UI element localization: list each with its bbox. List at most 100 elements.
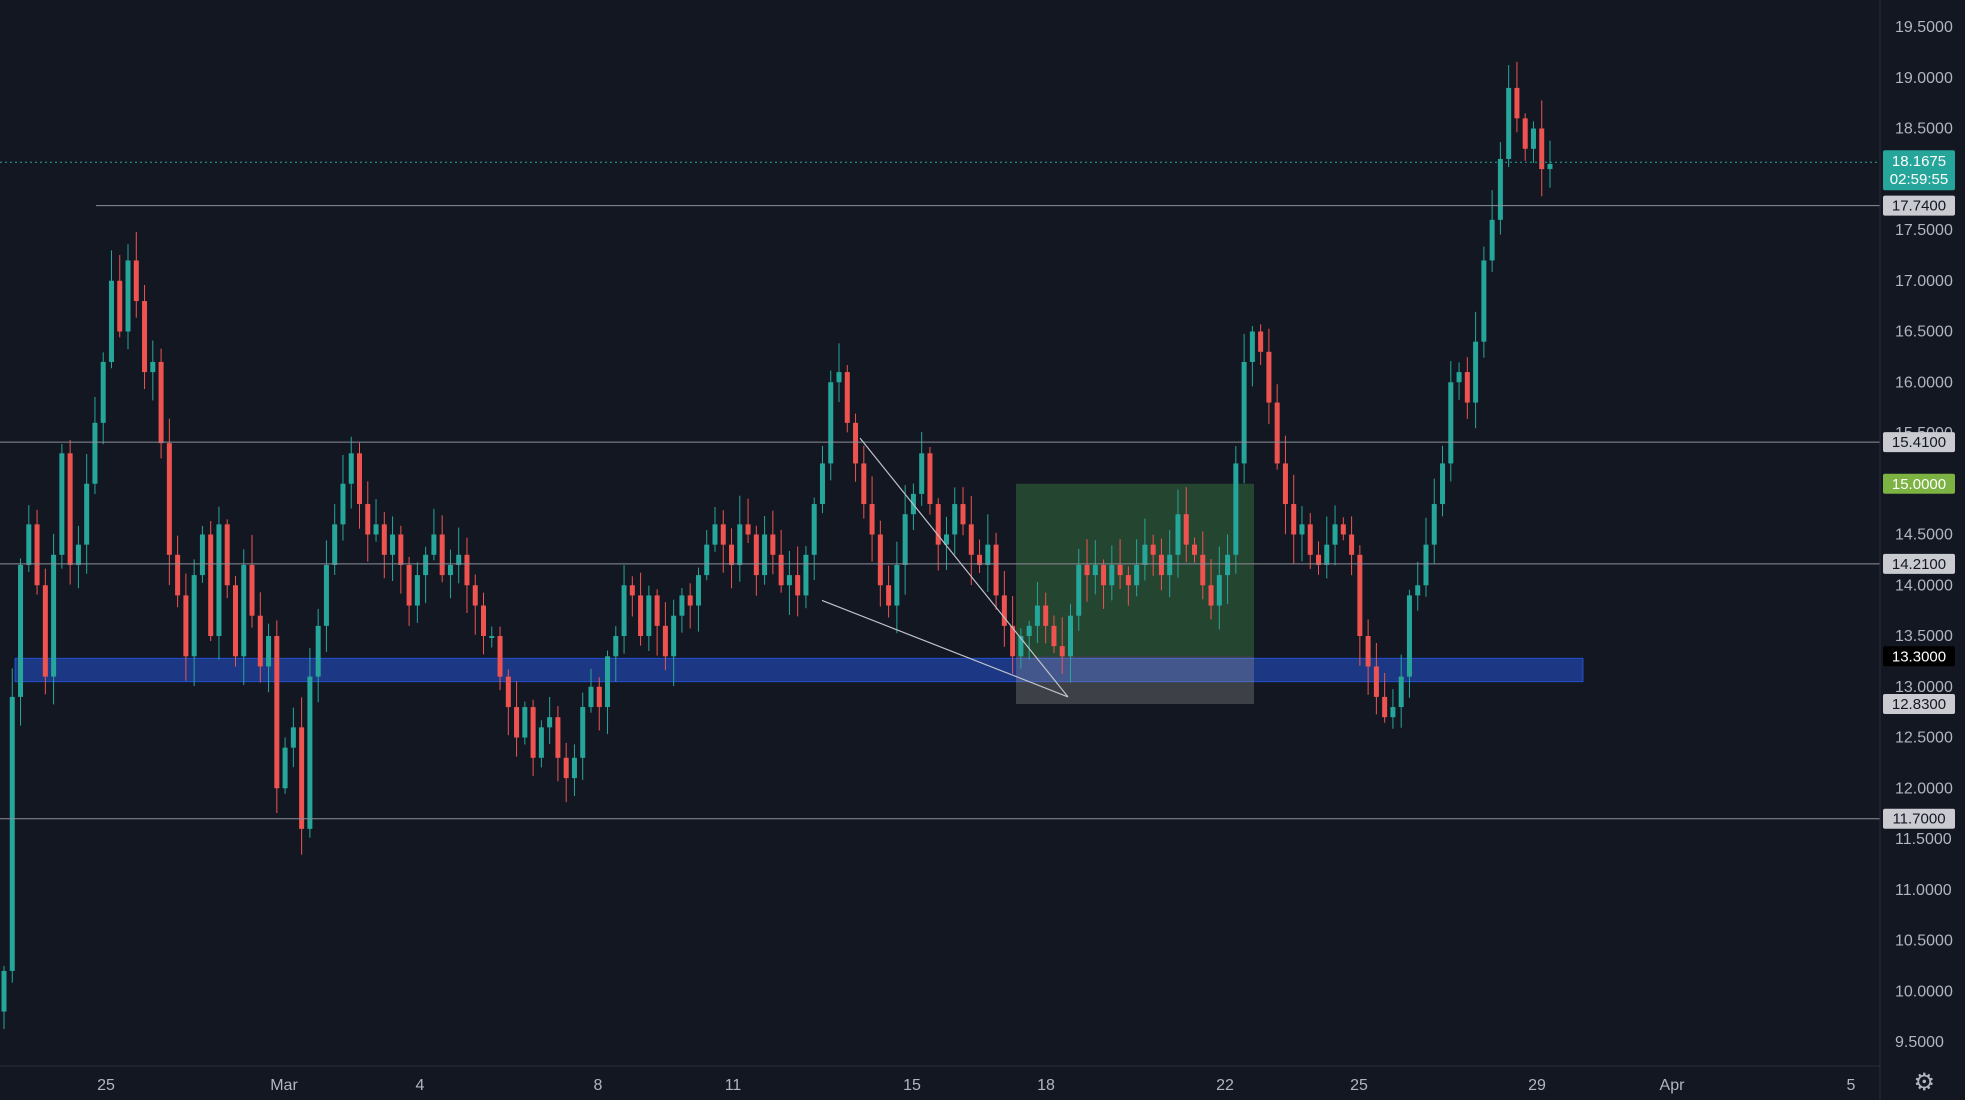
candle-body xyxy=(679,595,685,616)
candle-body xyxy=(596,686,602,708)
candle-body xyxy=(1274,402,1280,464)
candle-body xyxy=(770,534,776,555)
candle-body xyxy=(737,524,743,565)
candle xyxy=(1067,603,1073,683)
candle-body xyxy=(406,564,412,606)
candle-body xyxy=(1324,544,1330,565)
candle-body xyxy=(1043,605,1049,626)
time-tick-label: 15 xyxy=(903,1077,921,1094)
candle xyxy=(199,525,205,583)
candle-body xyxy=(431,534,437,555)
candle xyxy=(216,506,222,660)
candle-body xyxy=(1307,524,1313,555)
candle xyxy=(712,506,718,552)
candle-body xyxy=(836,372,842,383)
candle xyxy=(356,442,362,529)
candle xyxy=(125,244,131,350)
candle xyxy=(1340,517,1346,541)
candle-body xyxy=(381,524,387,555)
candle xyxy=(1150,534,1156,576)
candle xyxy=(1266,328,1272,425)
candle xyxy=(1034,581,1040,644)
candle xyxy=(1464,357,1470,419)
candle-body xyxy=(224,524,230,586)
candle-body xyxy=(447,564,453,576)
candle xyxy=(505,669,511,736)
candle xyxy=(1092,540,1098,595)
last-price-tag-bg xyxy=(1883,150,1955,191)
price-tag-bg xyxy=(1883,553,1955,574)
candle xyxy=(927,447,933,515)
time-tick-label: 5 xyxy=(1847,1077,1856,1094)
candle-body xyxy=(530,707,536,758)
candle-body xyxy=(1001,595,1007,626)
levels-layer xyxy=(0,161,1880,820)
price-tag-text: 14.2100 xyxy=(1892,556,1946,573)
candle xyxy=(1175,489,1181,578)
candle-body xyxy=(894,564,900,606)
candle xyxy=(1059,617,1065,675)
candle-body xyxy=(935,504,941,545)
candle-body xyxy=(613,636,619,657)
candle-body xyxy=(257,615,263,667)
candle-body xyxy=(919,453,925,494)
candle-body xyxy=(51,554,57,677)
candle xyxy=(1274,384,1280,470)
candle xyxy=(1506,65,1512,168)
price-tag-bg xyxy=(1883,646,1955,667)
candle xyxy=(1316,541,1322,575)
candle xyxy=(398,525,404,594)
candle-body xyxy=(241,564,247,657)
candle xyxy=(1142,518,1148,581)
candle-body xyxy=(654,595,660,626)
candle-body xyxy=(340,483,346,525)
candle-body xyxy=(844,372,850,423)
candle-body xyxy=(605,656,611,708)
candle-body xyxy=(299,727,305,829)
candle-body xyxy=(1398,676,1404,708)
candle xyxy=(191,559,197,687)
candle xyxy=(795,546,801,617)
candle xyxy=(1026,620,1032,660)
candle-body xyxy=(563,757,569,779)
candle xyxy=(522,701,528,745)
price-tick-label: 19.5000 xyxy=(1895,19,1953,36)
candle xyxy=(811,497,817,581)
candle-body xyxy=(687,595,693,606)
candle-body xyxy=(1448,382,1454,464)
candle-body xyxy=(183,595,189,657)
candle xyxy=(563,742,569,803)
candle xyxy=(1539,100,1545,197)
candle-body xyxy=(1440,463,1446,505)
settings-gear-icon[interactable]: ⚙ xyxy=(1913,1068,1935,1096)
time-axis[interactable]: 25 Mar 4 8 11 15 18 22 25 29 Apr 5 xyxy=(0,1065,1880,1094)
candle xyxy=(1357,545,1363,666)
candle xyxy=(1382,672,1388,723)
candle xyxy=(679,588,685,633)
candle-body xyxy=(1291,504,1297,535)
candle-body xyxy=(142,301,148,373)
candle-body xyxy=(1349,534,1355,555)
candle-body xyxy=(1010,625,1016,657)
candle-body xyxy=(1539,128,1545,170)
candle xyxy=(902,485,908,595)
candle-body xyxy=(67,453,73,565)
candle-body xyxy=(1382,696,1388,718)
candle-body xyxy=(1034,605,1040,626)
price-tick-label: 14.0000 xyxy=(1895,577,1953,594)
candle xyxy=(514,681,520,757)
candle-body xyxy=(117,280,123,332)
candle-body xyxy=(1489,219,1495,261)
candle xyxy=(803,546,809,609)
candle-body xyxy=(1406,595,1412,677)
candle-body xyxy=(158,361,164,444)
candle xyxy=(596,677,602,731)
candle xyxy=(1076,548,1082,631)
time-tick-label: 8 xyxy=(594,1077,603,1094)
candle xyxy=(1125,566,1131,606)
candle-body xyxy=(75,544,81,565)
candle xyxy=(1183,487,1189,563)
candle xyxy=(472,574,478,635)
candle xyxy=(142,284,148,390)
